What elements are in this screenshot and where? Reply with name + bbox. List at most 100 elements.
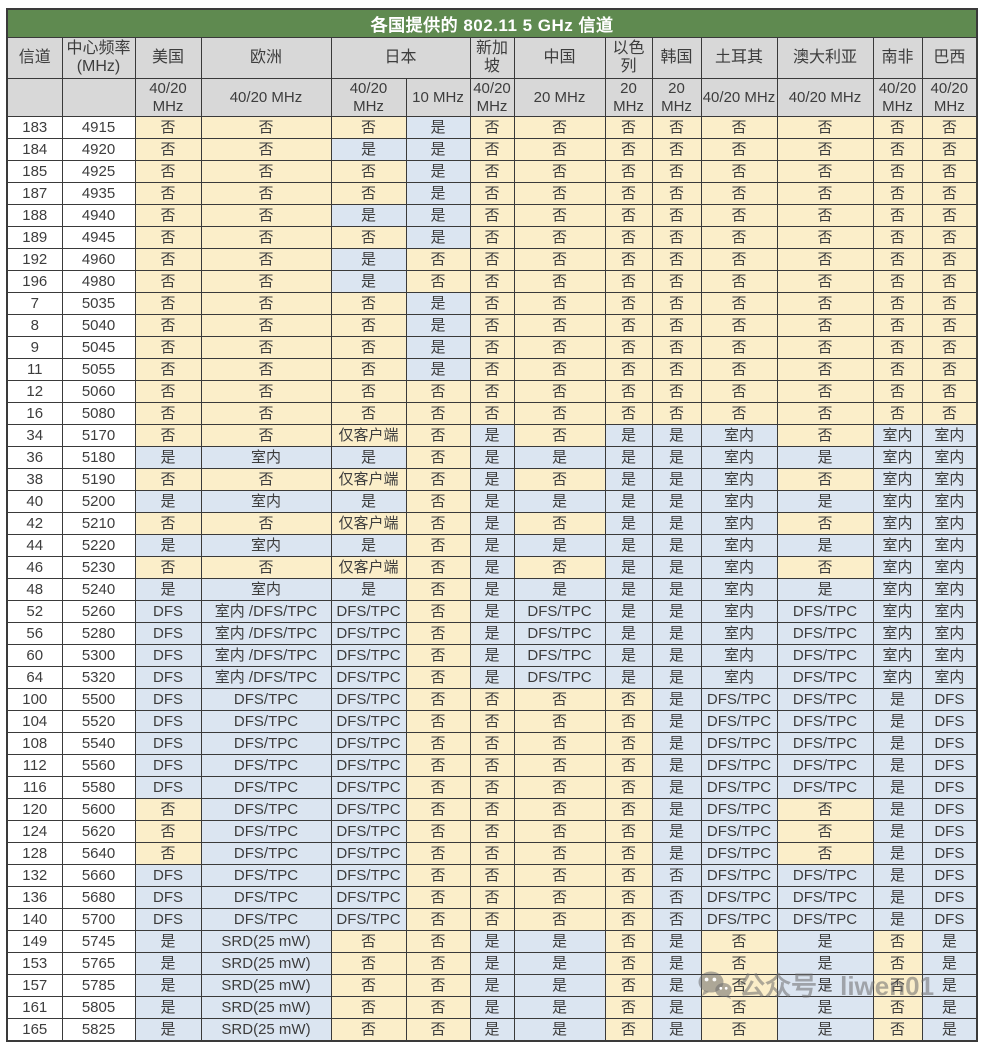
value-cell: 仅客户端 (330, 556, 407, 579)
value-cell: 是 (134, 578, 202, 601)
value-cell: 否 (651, 270, 702, 293)
value-cell: 仅客户端 (330, 468, 407, 491)
freq-cell: 5180 (61, 446, 136, 469)
value-cell: 否 (700, 358, 778, 381)
table-row: 183 4915 否否否是否否否否否否否否 (6, 116, 978, 139)
value-cell: DFS/TPC (776, 710, 874, 733)
value-cell: 否 (405, 622, 471, 645)
value-cell: 是 (872, 688, 923, 711)
value-cell: 否 (330, 336, 407, 359)
value-cell: 是 (651, 600, 702, 623)
value-cell: 否 (200, 138, 332, 161)
value-cell: 否 (700, 182, 778, 205)
table-row: 7 5035 否否否是否否否否否否否否 (6, 292, 978, 315)
value-cell: DFS (134, 710, 202, 733)
value-cell: DFS/TPC (776, 666, 874, 689)
value-cell: 否 (604, 248, 653, 271)
value-cell: 否 (330, 974, 407, 997)
value-cell: 室内 (872, 644, 923, 667)
band-header: 20 MHz (604, 78, 653, 117)
value-cell: 否 (469, 842, 515, 865)
value-cell: 否 (405, 930, 471, 953)
freq-cell: 4960 (61, 248, 136, 271)
value-cell: DFS/TPC (776, 622, 874, 645)
value-cell: 室内 (921, 578, 978, 601)
country-header: 中国 (513, 37, 606, 79)
value-cell: 否 (776, 204, 874, 227)
table-row: 196 4980 否否是否否否否否否否否否 (6, 270, 978, 293)
value-cell: 是 (405, 116, 471, 139)
value-cell: 室内 (700, 446, 778, 469)
value-cell: 是 (604, 644, 653, 667)
value-cell: 是 (604, 490, 653, 513)
value-cell: DFS (134, 688, 202, 711)
value-cell: DFS/TPC (776, 644, 874, 667)
value-cell: 否 (872, 974, 923, 997)
value-cell: 否 (405, 578, 471, 601)
value-cell: 否 (872, 314, 923, 337)
value-cell: 否 (604, 842, 653, 865)
value-cell: DFS/TPC (200, 908, 332, 931)
value-cell: 否 (700, 226, 778, 249)
band-header: 10 MHz (405, 78, 471, 117)
value-cell: 否 (651, 886, 702, 909)
table-row: 188 4940 否否是是否否否否否否否否 (6, 204, 978, 227)
value-cell: 否 (921, 204, 978, 227)
table-row: 42 5210 否否仅客户端否是否是是室内否室内 室内 (6, 512, 978, 535)
value-cell: 否 (700, 336, 778, 359)
value-cell: 否 (921, 358, 978, 381)
value-cell: 室内 (872, 666, 923, 689)
value-cell: DFS/TPC (200, 710, 332, 733)
value-cell: 是 (469, 578, 515, 601)
value-cell: 是 (651, 446, 702, 469)
value-cell: 否 (469, 908, 515, 931)
value-cell: 否 (513, 380, 606, 403)
band-header: 40/20 MHz (921, 78, 978, 117)
value-cell: 否 (921, 116, 978, 139)
value-cell: 否 (200, 336, 332, 359)
value-cell: 仅客户端 (330, 424, 407, 447)
value-cell: 否 (134, 292, 202, 315)
value-cell: DFS (134, 666, 202, 689)
value-cell: 是 (604, 622, 653, 645)
value-cell: 是 (651, 930, 702, 953)
value-cell: 否 (405, 710, 471, 733)
value-cell: 否 (513, 512, 606, 535)
value-cell: DFS/TPC (200, 798, 332, 821)
value-cell: 否 (513, 556, 606, 579)
value-cell: DFS/TPC (330, 732, 407, 755)
value-cell: SRD(25 mW) (200, 952, 332, 975)
table-row: 8 5040 否否否是否否否否否否否否 (6, 314, 978, 337)
value-cell: 室内 (872, 490, 923, 513)
freq-cell: 5040 (61, 314, 136, 337)
value-cell: SRD(25 mW) (200, 930, 332, 953)
value-cell: 否 (134, 468, 202, 491)
value-cell: 否 (921, 138, 978, 161)
value-cell: 是 (651, 622, 702, 645)
value-cell: DFS (134, 776, 202, 799)
value-cell: 否 (200, 270, 332, 293)
value-cell: 否 (134, 798, 202, 821)
value-cell: 是 (872, 864, 923, 887)
value-cell: DFS (134, 908, 202, 931)
band-header: 40/20 MHz (134, 78, 202, 117)
freq-cell: 5540 (61, 732, 136, 755)
table-row: 132 5660 DFS DFS/TPC DFS/TPC 否否否否否 DFS/TPC DFS/… (6, 864, 978, 887)
value-cell: 否 (513, 160, 606, 183)
value-cell: 否 (405, 864, 471, 887)
value-cell: 否 (330, 358, 407, 381)
value-cell: 否 (513, 908, 606, 931)
value-cell: 室内 (700, 578, 778, 601)
value-cell: 否 (872, 270, 923, 293)
value-cell: DFS/TPC (330, 908, 407, 931)
value-cell: 是 (604, 600, 653, 623)
channel-cell: 196 (6, 270, 63, 293)
value-cell: 仅客户端 (330, 512, 407, 535)
value-cell: 是 (513, 490, 606, 513)
channel-cell: 11 (6, 358, 63, 381)
value-cell: 否 (513, 270, 606, 293)
value-cell: 否 (776, 226, 874, 249)
value-cell: 否 (200, 248, 332, 271)
table-row: 64 5320 DFS 室内 /DFS/TPC DFS/TPC 否是 DFS/TPC 是是室内… (6, 666, 978, 689)
